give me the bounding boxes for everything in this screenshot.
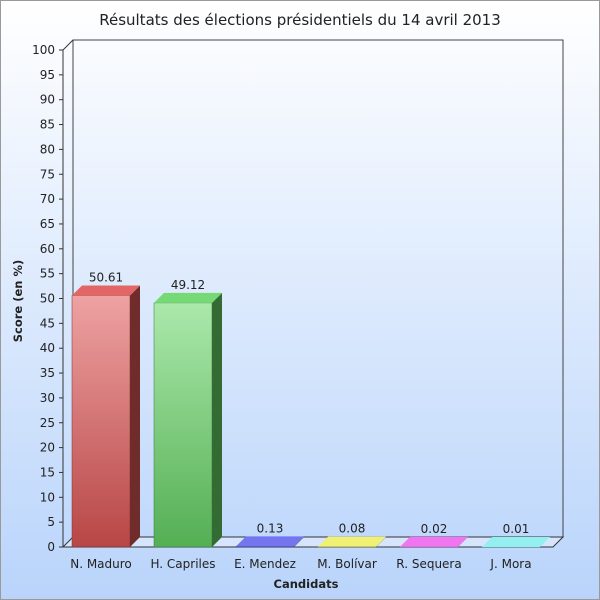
category-label: R. Sequera: [396, 557, 461, 571]
bar-top-face: [482, 536, 550, 547]
y-tick-label: 25: [40, 416, 55, 430]
y-axis-depth-edge: [62, 39, 74, 51]
chart-title: Résultats des élections présidentiels du…: [99, 11, 501, 29]
value-label: 0.13: [257, 521, 284, 535]
category-label: M. Bolívar: [317, 557, 377, 571]
y-tick-label: 100: [32, 43, 55, 57]
bar-top-face: [154, 292, 222, 303]
bar-top-face: [400, 536, 468, 547]
y-tick-label: 95: [40, 68, 55, 82]
bar-side-face: [376, 536, 386, 547]
category-label: E. Mendez: [234, 557, 296, 571]
x-axis-label: Candidats: [274, 577, 339, 591]
y-tick-label: 0: [47, 540, 55, 554]
bar-4: [399, 536, 468, 548]
y-tick-label: 50: [40, 292, 55, 306]
y-tick-label: 10: [40, 490, 55, 504]
bar-0: [71, 285, 140, 548]
bar-5: [481, 536, 550, 548]
value-label: 50.61: [89, 270, 123, 284]
bar-side-face: [540, 536, 550, 547]
category-label: H. Capriles: [150, 557, 215, 571]
bar-front-face: [153, 302, 213, 548]
y-tick-label: 20: [40, 441, 55, 455]
category-label: J. Mora: [489, 557, 531, 571]
y-tick-label: 15: [40, 465, 55, 479]
y-tick-label: 5: [47, 515, 55, 529]
bar-side-face: [294, 536, 304, 547]
bar-front-face: [235, 546, 295, 548]
bar-top-face: [72, 285, 140, 296]
y-tick-label: 40: [40, 341, 55, 355]
y-tick-labels: 0 5 10 15 20 25 30 35 40 45 50 55 60 65 70 75 80 85 90 95 10…: [32, 43, 63, 554]
y-axis-label: Score (en %): [11, 260, 25, 343]
y-tick-label: 75: [40, 167, 55, 181]
y-tick-label: 85: [40, 118, 55, 132]
bar-front-face: [71, 295, 131, 548]
value-label: 0.01: [503, 522, 530, 536]
value-label: 0.08: [339, 522, 366, 536]
category-labels: N. Maduro H. Capriles E. Mendez M. Bolívar R…: [70, 557, 531, 571]
y-tick-label: 45: [40, 316, 55, 330]
y-tick-label: 30: [40, 391, 55, 405]
bar-top-face: [236, 536, 304, 547]
bar-top-face: [318, 536, 386, 547]
y-tick-label: 60: [40, 242, 55, 256]
bar-side-face: [212, 292, 222, 547]
y-tick-label: 35: [40, 366, 55, 380]
bar-1: [153, 292, 222, 548]
y-tick-label: 65: [40, 217, 55, 231]
category-label: N. Maduro: [70, 557, 132, 571]
y-tick-label: 55: [40, 267, 55, 281]
value-label: 0.02: [421, 522, 448, 536]
bar-2: [235, 536, 304, 548]
bars: [71, 285, 550, 548]
y-tick-label: 80: [40, 142, 55, 156]
plot-back-wall: [72, 39, 564, 538]
bar-3: [317, 536, 386, 548]
bar-side-face: [130, 285, 140, 547]
bar-side-face: [458, 536, 468, 547]
y-tick-label: 90: [40, 93, 55, 107]
value-label: 49.12: [171, 278, 205, 292]
y-tick-label: 70: [40, 192, 55, 206]
value-labels: 50.61 49.12 0.13 0.08 0.02 0.01: [89, 270, 530, 535]
